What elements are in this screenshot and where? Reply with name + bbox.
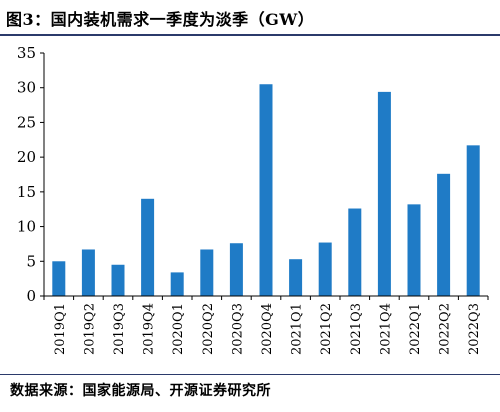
x-tick-label: 2022Q2 [438,303,453,355]
bar-2022Q1 [407,204,421,296]
x-tick-label: 2020Q1 [171,303,186,355]
source-rule [0,374,500,375]
x-tick-label: 2021Q3 [349,303,364,355]
y-tick-label: 30 [17,79,36,97]
bar-2020Q4 [259,84,273,296]
bar-2019Q3 [111,264,125,296]
x-tick-label: 2020Q3 [230,303,245,355]
figure-title: 图3：国内装机需求一季度为淡季（GW） [6,10,315,29]
y-tick-label: 5 [26,252,36,270]
y-tick-label: 15 [17,183,36,201]
y-axis: 0 5 10 15 20 25 30 35 [17,44,45,305]
x-tick-label: 2020Q2 [201,303,216,355]
title-rule [0,34,500,36]
x-tick-label: 2019Q2 [82,303,97,355]
source-note: 数据来源：国家能源局、开源证券研究所 [10,383,271,399]
bars [52,84,480,296]
x-tick-label: 2020Q4 [260,303,275,355]
y-tick-label: 20 [17,148,36,166]
x-tick-label: 2022Q1 [408,303,423,355]
bar-2021Q2 [318,242,332,296]
x-tick-label: 2021Q2 [319,303,334,355]
bar-2021Q4 [377,91,391,296]
y-tick-label: 0 [26,287,36,305]
x-tick-label: 2021Q4 [378,303,393,355]
y-tick-label: 35 [17,44,36,62]
bar-2019Q4 [141,198,155,296]
bar-2021Q1 [289,259,303,296]
bar-2020Q2 [200,249,214,296]
bar-2022Q3 [466,145,480,296]
bar-2019Q2 [81,249,95,296]
x-tick-label: 2022Q3 [467,303,482,355]
bar-2019Q1 [52,261,66,296]
x-tick-label: 2019Q4 [142,303,157,355]
y-tick-label: 10 [17,218,36,236]
bar-2020Q1 [170,272,184,296]
bar-2022Q2 [437,173,451,296]
bar-2021Q3 [348,208,362,296]
x-tick-label: 2021Q1 [290,303,305,355]
y-tick-label: 25 [17,113,36,131]
x-tick-label: 2019Q1 [53,303,68,355]
x-axis: 2019Q1 2019Q2 2019Q3 2019Q4 2020Q1 2020Q2 2020… [43,295,489,355]
bar-2020Q3 [229,243,243,296]
x-tick-label: 2019Q3 [112,303,127,355]
